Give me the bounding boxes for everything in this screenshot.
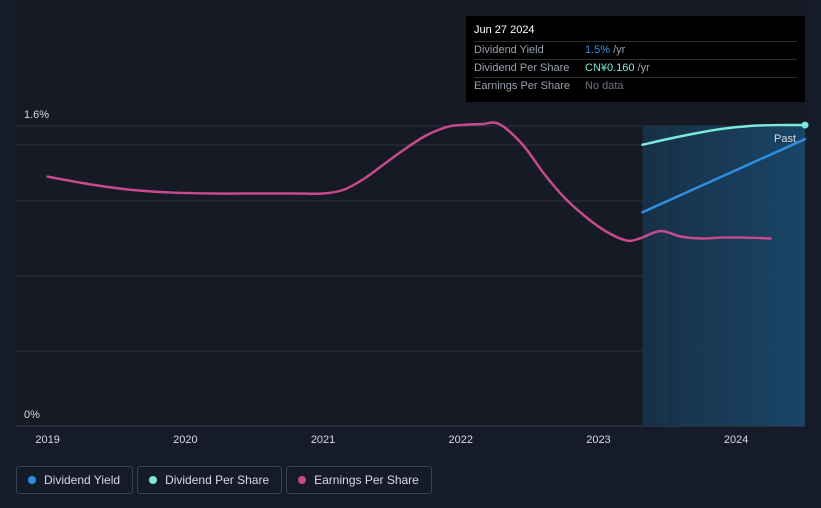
legend-earnings-per-share[interactable]: Earnings Per Share — [286, 466, 432, 494]
tooltip-label: Dividend Yield — [474, 44, 544, 56]
legend-dividend-per-share[interactable]: Dividend Per Share — [137, 466, 283, 494]
tooltip-row-dividend-yield: Dividend Yield 1.5%/yr — [474, 41, 797, 59]
series-line-dividend-yield — [641, 137, 807, 214]
y-tick-label: 1.6% — [24, 109, 49, 121]
past-region — [642, 126, 805, 426]
x-tick-label: 2024 — [724, 434, 748, 446]
past-label: Past — [774, 133, 796, 145]
x-tick-label: 2021 — [311, 434, 335, 446]
legend-label: Dividend Yield — [44, 473, 121, 487]
series-end-marker — [801, 121, 809, 129]
tooltip-value-dividend-yield: 1.5% — [585, 44, 611, 56]
x-tick-label: 2019 — [35, 434, 59, 446]
tooltip-row-dividend-per-share: Dividend Per Share CN¥0.160/yr — [474, 59, 797, 77]
chart-tooltip: Jun 27 2024 Dividend Yield 1.5%/yr Divid… — [466, 16, 805, 102]
tooltip-value-dividend-per-share: CN¥0.160 — [585, 62, 635, 74]
x-tick-label: 2020 — [173, 434, 197, 446]
tooltip-label: Earnings Per Share — [474, 80, 570, 92]
legend-dot-icon — [28, 476, 36, 484]
legend-label: Dividend Per Share — [165, 473, 270, 487]
chart-legend: Dividend Yield Dividend Per Share Earnin… — [16, 466, 432, 494]
legend-dividend-yield[interactable]: Dividend Yield — [16, 466, 134, 494]
legend-dot-icon — [149, 476, 158, 484]
x-tick-label: 2022 — [449, 434, 473, 446]
tooltip-label: Dividend Per Share — [474, 62, 570, 74]
legend-label: Earnings Per Share — [314, 473, 419, 487]
tooltip-date: Jun 27 2024 — [474, 24, 535, 36]
tooltip-unit: /yr — [613, 44, 626, 56]
tooltip-unit: /yr — [637, 62, 650, 74]
x-tick-label: 2023 — [586, 434, 610, 446]
y-tick-label: 0% — [24, 409, 40, 421]
legend-dot-icon — [298, 476, 307, 484]
tooltip-row-earnings-per-share: Earnings Per Share No data — [474, 77, 797, 95]
series-line-dividend-per-share — [641, 123, 807, 146]
tooltip-value-earnings-per-share: No data — [585, 80, 624, 92]
series-line-earnings-per-share — [46, 121, 772, 243]
